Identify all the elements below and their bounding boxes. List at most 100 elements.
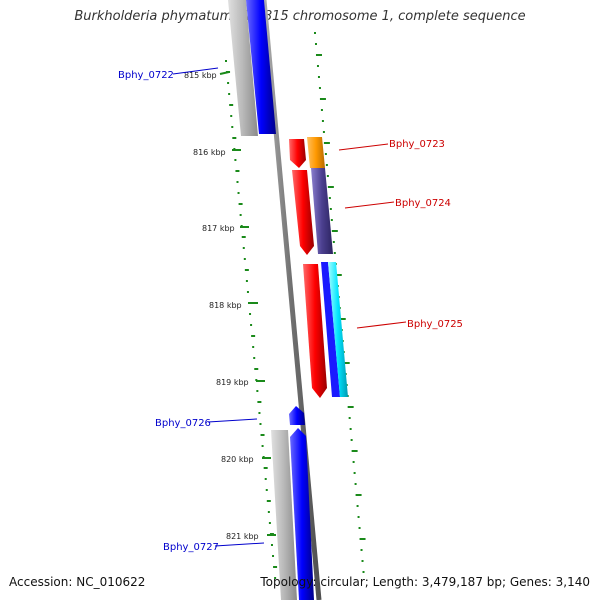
gc-skew-dot (321, 120, 324, 122)
gc-skew-dot (234, 159, 237, 161)
gene-label-bphy-0727[interactable]: Bphy_0727 (163, 542, 219, 553)
gc-skew-dot (268, 522, 271, 524)
gc-skew-dot (260, 434, 265, 436)
gc-skew-dot (229, 104, 234, 106)
gc-skew-dot (272, 555, 275, 557)
gc-skew-dot (355, 494, 362, 496)
tick-label: 821 kbp (226, 532, 259, 541)
gc-skew-dot (320, 109, 323, 111)
leader-line (214, 542, 265, 547)
gene-bphy-0727-cog (271, 430, 297, 600)
gc-skew-dot (266, 500, 271, 502)
tick-mark (219, 71, 230, 75)
gc-skew-dot (333, 252, 336, 254)
gc-skew-dot (348, 417, 351, 419)
gene-bphy-0724-cog (311, 168, 333, 254)
gc-skew-dot (329, 208, 332, 210)
gc-skew-dot (251, 335, 256, 337)
gene-bphy-0725[interactable] (303, 262, 348, 398)
gene-bphy-0723[interactable] (289, 137, 325, 168)
gc-skew-dot (242, 247, 245, 249)
gc-skew-dot (357, 516, 360, 518)
accession-text: Accession: NC_010622 (9, 575, 146, 589)
gene-label-bphy-0722[interactable]: Bphy_0722 (118, 70, 174, 81)
gc-skew-dot (314, 32, 316, 34)
gc-skew-dot (315, 54, 322, 56)
gc-skew-dot (264, 478, 267, 480)
gc-skew-dot (319, 98, 326, 100)
gene-bphy-0727-body (290, 428, 314, 600)
gc-skew-dot (261, 445, 264, 447)
gc-skew-dot (239, 214, 242, 216)
gc-skew-dot (249, 313, 252, 315)
gc-skew-dot (254, 368, 259, 370)
gc-skew-dot (330, 219, 333, 221)
gc-skew-dot (237, 192, 240, 194)
gc-skew-dot (250, 324, 253, 326)
gc-skew-dot (324, 153, 327, 155)
gc-skew-dot (318, 87, 321, 89)
gc-skew-dot (331, 230, 338, 232)
gc-skew-dot (347, 406, 354, 408)
gc-skew-dot (228, 93, 231, 95)
gc-skew-dot (328, 197, 331, 199)
gene-label-bphy-0723[interactable]: Bphy_0723 (389, 139, 445, 150)
gc-skew-dot (327, 186, 334, 188)
gc-skew-dot (354, 483, 357, 485)
gc-skew-dot (230, 115, 233, 117)
gene-bphy-0727[interactable] (271, 428, 314, 600)
gc-skew-dot (351, 450, 358, 452)
gene-label-bphy-0726[interactable]: Bphy_0726 (155, 418, 211, 429)
gc-skew-dot (359, 538, 366, 540)
gc-skew-dot (257, 401, 262, 403)
gene-bphy-0722[interactable] (228, 0, 276, 136)
gene-bphy-0723-body (289, 139, 306, 168)
gc-skew-dot (246, 291, 249, 293)
gene-bphy-0722-cog (228, 0, 258, 136)
leader-line (344, 201, 395, 209)
gc-skew-dot (225, 60, 227, 62)
gene-bphy-0726-body (289, 406, 305, 425)
gc-skew-dot (360, 549, 363, 551)
tick-label: 816 kbp (193, 148, 226, 157)
gc-skew-dot (263, 467, 268, 469)
gc-skew-dot (323, 142, 330, 144)
gene-bphy-0725-cog-navy (321, 262, 340, 397)
gc-skew-dot (265, 489, 268, 491)
gc-skew-dot (358, 527, 361, 529)
tick-label: 818 kbp (209, 301, 242, 310)
gc-skew-dot (259, 423, 262, 425)
gene-bphy-0725-body (303, 264, 327, 398)
gc-skew-dot (322, 131, 325, 133)
gene-label-bphy-0725[interactable]: Bphy_0725 (407, 319, 463, 330)
gene-label-bphy-0724[interactable]: Bphy_0724 (395, 198, 451, 209)
gc-skew-dot (343, 362, 350, 364)
gc-skew-dot (270, 544, 273, 546)
gc-skew-dot (349, 428, 352, 430)
tick-label: 820 kbp (221, 455, 254, 464)
gc-skew-dot (252, 346, 255, 348)
gc-skew-dot (241, 236, 246, 238)
gc-skew-dot (350, 439, 353, 441)
gc-skew-dot (325, 164, 328, 166)
gc-skew-dot (258, 412, 261, 414)
leader-line (356, 321, 407, 329)
gc-skew-dot (353, 472, 356, 474)
gc-skew-dot (236, 181, 239, 183)
gc-skew-dot (362, 571, 365, 573)
gc-skew-dot (232, 137, 237, 139)
gene-bphy-0726[interactable] (289, 406, 305, 425)
gc-skew-dot (273, 566, 278, 568)
gene-bphy-0724[interactable] (292, 168, 333, 255)
gc-skew-dot (238, 203, 243, 205)
tick-label: 817 kbp (202, 224, 235, 233)
genome-stats-text: Topology: circular; Length: 3,479,187 bp… (260, 575, 590, 589)
gc-skew-dot (316, 65, 319, 67)
gc-skew-dot (335, 274, 342, 276)
gene-bphy-0724-body (292, 170, 314, 255)
gc-skew-dot (245, 280, 248, 282)
gc-skew-dot (356, 505, 359, 507)
gc-skew-dot (317, 76, 320, 78)
gc-skew-dot (339, 318, 346, 320)
